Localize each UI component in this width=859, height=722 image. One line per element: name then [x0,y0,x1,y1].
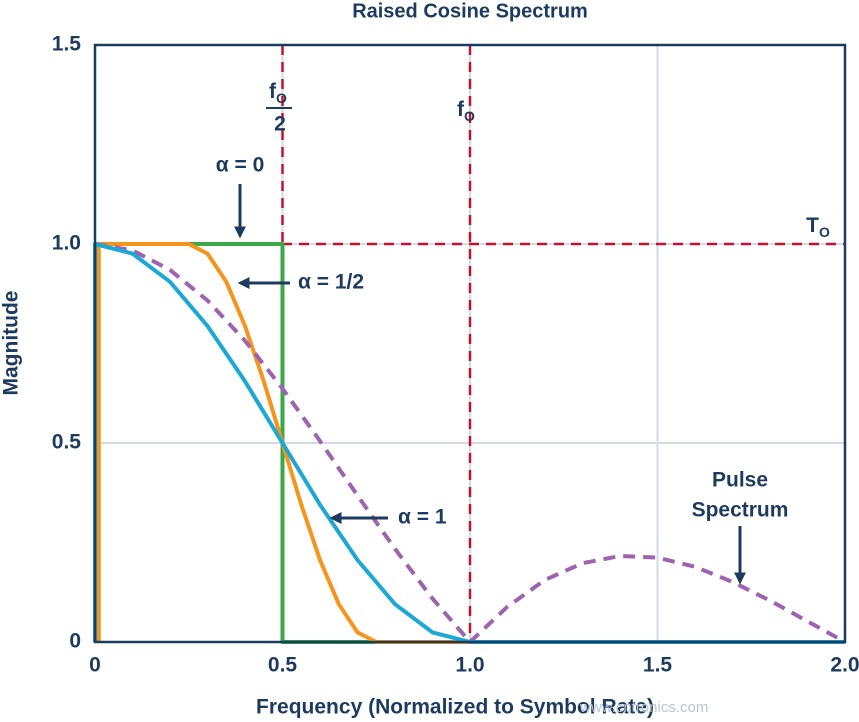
half-fo-label: fO [269,80,287,106]
x-tick-label: 1.0 [455,654,484,677]
series-line [93,242,845,644]
fo-label-sub: O [464,108,475,124]
y-tick-label: 0.5 [52,431,82,454]
pulse-label: Spectrum [692,499,789,522]
y-tick-label: 1.5 [52,33,82,56]
y-axis-label: Magnitude [0,291,23,396]
fo-label-main: f [457,98,465,121]
to-label-main: T [806,214,819,237]
to-label: TO [806,214,830,240]
series-line [94,242,846,644]
series-annotation: α = 1/2 [298,271,364,294]
watermark: www.cntronics.com [579,699,708,716]
series-line [96,242,845,644]
fo-label: fO [457,98,475,124]
x-tick-label: 1.5 [643,654,673,677]
chart-title: Raised Cosine Spectrum [352,0,588,22]
half-fo-label-sub: O [276,90,287,106]
half-fo-label-main: f [269,80,277,103]
to-label-sub: O [819,224,830,240]
y-tick-label: 0 [69,630,81,653]
x-axis-label: Frequency (Normalized to Symbol Rate) [256,696,654,719]
x-tick-label: 0.5 [268,654,298,677]
series-annotation: α = 1 [398,506,447,529]
x-tick-label: 2.0 [830,654,859,677]
pulse-label: Pulse [712,469,768,492]
plot-frame [93,43,847,644]
x-tick-label: 0 [89,654,101,677]
y-tick-label: 1.0 [52,232,81,255]
half-fo-denominator: 2 [274,113,286,136]
series-annotation: α = 0 [216,154,265,177]
